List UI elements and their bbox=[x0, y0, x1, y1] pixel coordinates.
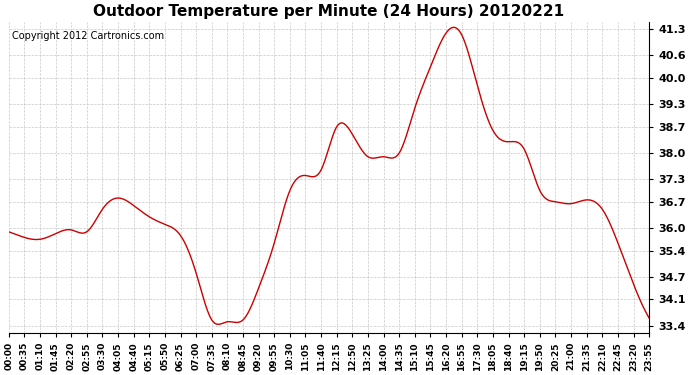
Text: Copyright 2012 Cartronics.com: Copyright 2012 Cartronics.com bbox=[12, 31, 164, 41]
Title: Outdoor Temperature per Minute (24 Hours) 20120221: Outdoor Temperature per Minute (24 Hours… bbox=[93, 4, 564, 19]
